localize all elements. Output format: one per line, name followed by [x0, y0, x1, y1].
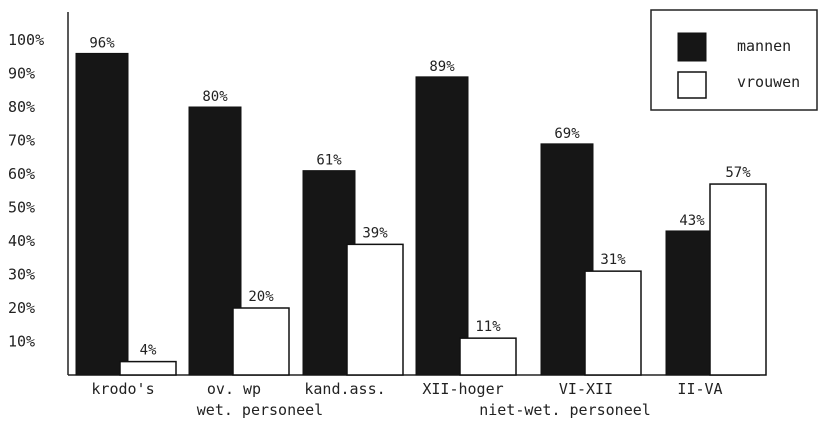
bar-vrouwen — [584, 270, 642, 376]
bar-vrouwen — [459, 337, 517, 376]
bar-mannen — [75, 52, 129, 376]
bar-vrouwen — [232, 307, 290, 376]
data-label-vrouwen: 4% — [140, 343, 157, 359]
y-tick-label: 50% — [8, 199, 35, 217]
y-tick-label: 90% — [8, 65, 35, 83]
y-tick-label: 30% — [8, 266, 35, 284]
x-tick-label: VI-XII — [559, 380, 613, 398]
group-label: niet-wet. personeel — [479, 401, 651, 419]
data-label-vrouwen: 57% — [725, 165, 751, 181]
y-tick-label: 100% — [8, 31, 44, 49]
bar-vrouwen — [346, 243, 404, 376]
x-tick-label: ov. wp — [207, 380, 261, 398]
x-axis-labels: krodo's ov. wp kand.ass. XII-hoger VI-XII II-… — [91, 380, 722, 398]
y-tick-label: 80% — [8, 98, 35, 116]
y-tick-label: 20% — [8, 299, 35, 317]
legend-swatch-mannen — [677, 32, 707, 62]
data-label-mannen: 89% — [429, 59, 455, 75]
legend: mannen vrouwen — [650, 9, 818, 111]
data-label-mannen: 80% — [202, 89, 228, 105]
y-axis-ticks: 10% 20% 30% 40% 50% 60% 70% 80% 90% 100% — [8, 31, 44, 351]
y-tick-label: 10% — [8, 333, 35, 351]
data-label-vrouwen: 39% — [362, 225, 388, 241]
y-tick-label: 40% — [8, 232, 35, 250]
data-label-vrouwen: 31% — [600, 252, 626, 268]
legend-label-mannen: mannen — [737, 37, 791, 55]
x-tick-label: XII-hoger — [422, 380, 503, 398]
bars: 96% 4% 80% 20% 61% 39% 89% 11% 69% 31% 43% 57% — [75, 35, 767, 376]
data-label-vrouwen: 20% — [248, 289, 274, 305]
group-label: wet. personeel — [197, 401, 323, 419]
legend-label-vrouwen: vrouwen — [737, 73, 800, 91]
x-tick-label: kand.ass. — [304, 380, 385, 398]
bar-vrouwen — [709, 183, 767, 376]
data-label-mannen: 96% — [89, 35, 115, 51]
data-label-mannen: 69% — [554, 126, 580, 142]
legend-swatch-vrouwen — [677, 71, 707, 99]
data-label-mannen: 43% — [679, 213, 705, 229]
bar-vrouwen — [119, 360, 177, 376]
legend-box — [650, 9, 818, 111]
y-tick-label: 60% — [8, 165, 35, 183]
y-tick-label: 70% — [8, 132, 35, 150]
data-label-mannen: 61% — [316, 153, 342, 169]
bar-mannen — [415, 76, 469, 376]
x-tick-label: II-VA — [677, 380, 722, 398]
data-label-vrouwen: 11% — [475, 319, 501, 335]
group-labels: wet. personeel niet-wet. personeel — [197, 401, 651, 419]
x-tick-label: krodo's — [91, 380, 154, 398]
